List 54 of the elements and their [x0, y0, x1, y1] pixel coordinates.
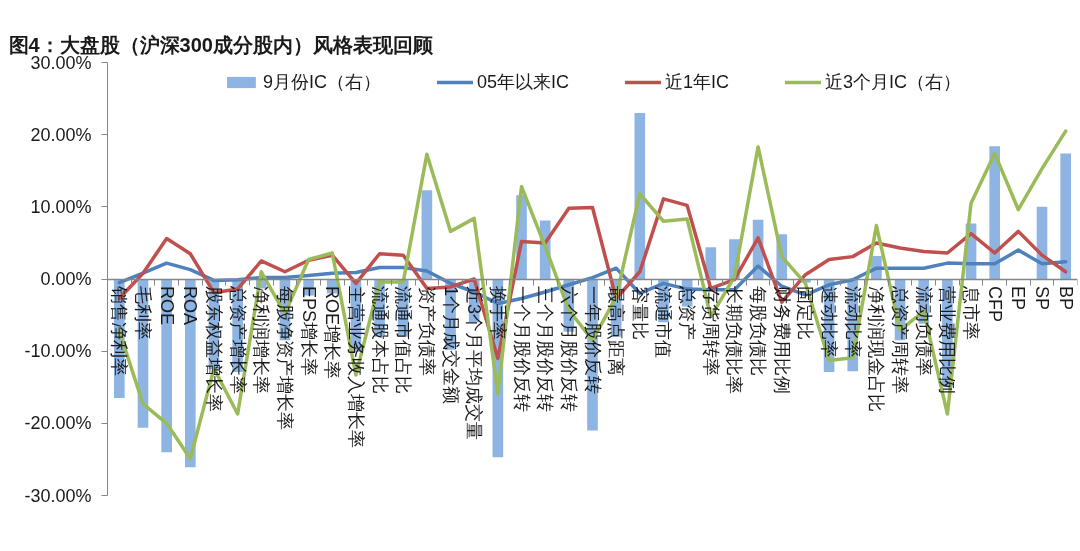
- y-tick-label: -30.00%: [24, 485, 92, 506]
- x-tick-label: 营业费用比例: [937, 286, 958, 394]
- x-tick-label: 财务费用比例: [771, 286, 792, 394]
- x-tick-label: 净利润增长率: [251, 286, 272, 394]
- x-tick-label: 销售净利率: [109, 285, 130, 376]
- x-tick-label: 长期负债比率: [724, 286, 745, 394]
- x-tick-label: ROA: [180, 286, 201, 326]
- x-tick-label: 容量比: [629, 286, 650, 340]
- x-tick-label: ROE: [156, 286, 177, 326]
- x-tick-label: 股东权益增长率: [203, 286, 224, 412]
- y-tick-label: 20.00%: [30, 124, 92, 145]
- x-tick-label: 六个月股价反转: [558, 286, 579, 412]
- y-tick-label: -10.00%: [24, 341, 92, 362]
- x-tick-label: 流动比率: [842, 286, 863, 358]
- x-tick-label: 一个月股价反转: [511, 286, 532, 412]
- y-tick-label: 0.00%: [40, 269, 92, 289]
- x-tick-label: EPS增长率: [298, 286, 319, 377]
- x-tick-label: 主营业务收入增长率: [345, 286, 366, 448]
- legend-label: 近1年IC: [665, 71, 730, 94]
- x-tick-label: 速动比率: [819, 286, 840, 358]
- x-tick-label: 息市率: [961, 285, 982, 340]
- x-tick-label: BP: [1055, 286, 1076, 311]
- x-tick-label: 流通股本占比: [369, 286, 390, 394]
- x-tick-label: 总资产增长率: [227, 285, 248, 394]
- x-tick-label: 总资产周转率: [890, 285, 911, 394]
- legend-label: 9月份IC（右）: [262, 71, 381, 94]
- legend-label: 05年以来IC: [476, 71, 570, 94]
- x-tick-label: 存货周转率: [700, 286, 721, 376]
- x-tick-label: 总资产: [677, 285, 698, 340]
- bar: [1060, 153, 1071, 279]
- x-tick-label: 流通市值占比: [393, 286, 414, 394]
- x-tick-label: 资产负债率: [416, 286, 437, 376]
- chart-title: 图4：大盘股（沪深300成分股内）风格表现回顾: [8, 33, 434, 56]
- x-tick-label: EP: [1008, 286, 1029, 311]
- y-tick-label: 10.00%: [30, 196, 92, 217]
- x-tick-label: 毛利率: [132, 286, 153, 340]
- x-tick-label: 流通市值: [653, 286, 674, 358]
- x-tick-label: 三个月股价反转: [535, 286, 556, 412]
- x-tick-label: 一年股价反转: [582, 286, 603, 394]
- x-tick-label: 流动负债率: [913, 286, 934, 376]
- x-tick-label: 每股负债比: [748, 286, 769, 376]
- x-tick-label: 每股净资产增长率: [274, 286, 295, 430]
- x-tick-label: ROE增长率: [322, 286, 343, 380]
- y-tick-label: -20.00%: [24, 413, 92, 434]
- x-tick-label: 净利润现金占比: [866, 286, 887, 412]
- x-tick-label: 最高点距离: [606, 286, 627, 376]
- x-tick-label: CFP: [984, 286, 1005, 322]
- legend-label: 近3个月IC（右）: [825, 71, 962, 94]
- x-tick-label: 近3个月平均成交量: [464, 286, 485, 441]
- bar: [421, 190, 433, 279]
- x-tick-label: 1个月成交金额: [440, 286, 461, 405]
- x-tick-label: 固定比: [795, 286, 816, 340]
- x-tick-label: SP: [1032, 286, 1053, 311]
- x-tick-label: 换手率: [487, 286, 508, 340]
